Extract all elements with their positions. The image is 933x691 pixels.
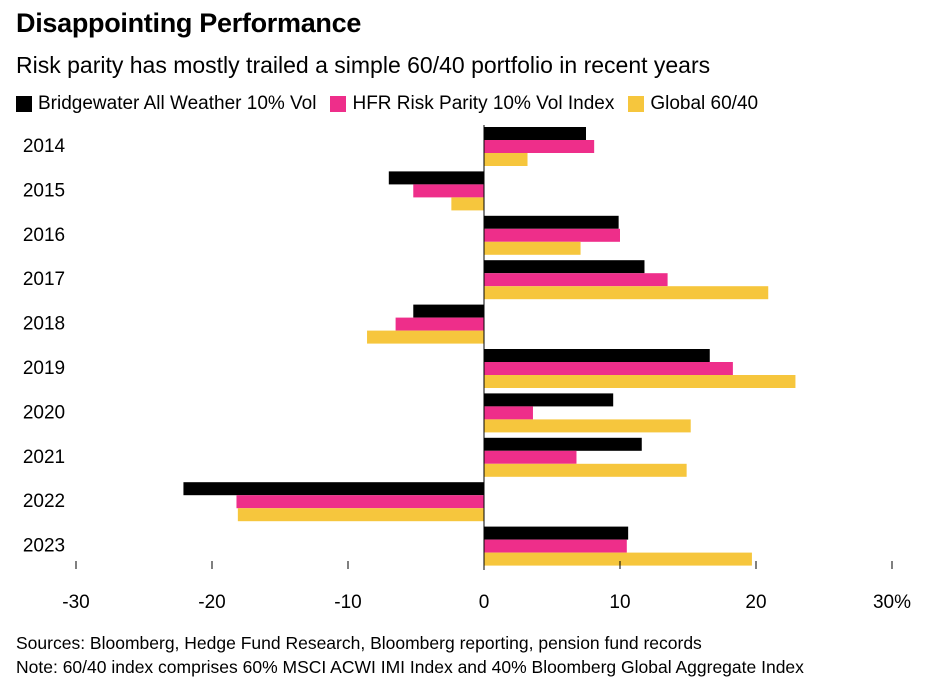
bar-global-60-40-2018 [367,330,484,344]
legend-item-bridgewater: Bridgewater All Weather 10% Vol [16,93,316,115]
bar-global-60-40-2020 [484,419,691,433]
bar-hfr-risk-parity-10-vol-index-2023 [484,539,627,553]
bar-bridgewater-all-weather-10-vol-2023 [484,526,629,540]
y-tick-label-2022: 2022 [23,491,65,512]
bar-bridgewater-all-weather-10-vol-2022 [183,482,484,496]
legend-item-hfr: HFR Risk Parity 10% Vol Index [330,93,614,115]
x-tick-label-1: -20 [198,592,225,613]
legend-swatch-hfr [330,96,347,112]
y-tick-label-2014: 2014 [23,136,66,157]
x-tick-label-3: 0 [479,592,490,613]
y-tick-label-2018: 2018 [23,314,65,335]
legend: Bridgewater All Weather 10% Vol HFR Risk… [16,93,772,115]
legend-swatch-bridgewater [16,96,32,112]
bar-bridgewater-all-weather-10-vol-2018 [413,304,484,318]
bar-global-60-40-2015 [451,197,484,211]
y-tick-label-2017: 2017 [23,269,65,290]
bar-bridgewater-all-weather-10-vol-2016 [484,215,619,229]
legend-label-bridgewater: Bridgewater All Weather 10% Vol [38,93,317,114]
bar-global-60-40-2017 [484,286,769,300]
bar-hfr-risk-parity-10-vol-index-2014 [484,140,595,153]
y-tick-label-2023: 2023 [23,536,65,557]
bar-bridgewater-all-weather-10-vol-2021 [484,437,642,451]
bar-hfr-risk-parity-10-vol-index-2022 [236,495,484,509]
y-tick-label-2021: 2021 [23,447,65,468]
x-tick-label-5: 20 [745,592,766,613]
chart-subtitle: Risk parity has mostly trailed a simple … [16,52,711,78]
bar-global-60-40-2014 [484,153,528,166]
x-tick-label-2: -10 [334,592,361,613]
bar-global-60-40-2022 [237,508,484,522]
y-tick-label-2016: 2016 [23,225,65,246]
bar-global-60-40-2023 [484,552,752,566]
y-tick-label-2019: 2019 [23,358,65,379]
bar-hfr-risk-parity-10-vol-index-2019 [484,362,733,375]
legend-item-global-6040: Global 60/40 [628,93,758,115]
bar-hfr-risk-parity-10-vol-index-2018 [395,317,484,331]
bar-bridgewater-all-weather-10-vol-2015 [388,171,484,185]
bar-bridgewater-all-weather-10-vol-2019 [484,349,710,362]
x-tick-label-4: 10 [609,592,630,613]
bar-global-60-40-2021 [484,463,687,477]
bar-bridgewater-all-weather-10-vol-2014 [484,127,586,140]
bar-global-60-40-2019 [484,375,796,388]
bar-global-60-40-2016 [484,241,581,255]
bar-hfr-risk-parity-10-vol-index-2016 [484,228,620,242]
y-tick-label-2015: 2015 [23,180,65,201]
y-tick-label-2020: 2020 [23,402,65,423]
bar-hfr-risk-parity-10-vol-index-2015 [413,184,484,198]
index-note: Note: 60/40 index comprises 60% MSCI ACW… [16,657,804,677]
legend-swatch-global-6040 [628,96,645,112]
bar-hfr-risk-parity-10-vol-index-2021 [484,450,577,464]
x-tick-label-0: -30 [62,592,89,613]
sources-note: Sources: Bloomberg, Hedge Fund Research,… [16,633,702,653]
x-tick-label-6: 30% [873,592,911,613]
legend-label-global-6040: Global 60/40 [650,93,759,114]
chart-title: Disappointing Performance [16,8,362,38]
bar-hfr-risk-parity-10-vol-index-2020 [484,406,533,420]
bar-hfr-risk-parity-10-vol-index-2017 [484,273,668,287]
bar-bridgewater-all-weather-10-vol-2020 [484,393,614,407]
legend-label-hfr: HFR Risk Parity 10% Vol Index [352,93,615,114]
bar-bridgewater-all-weather-10-vol-2017 [484,260,645,274]
